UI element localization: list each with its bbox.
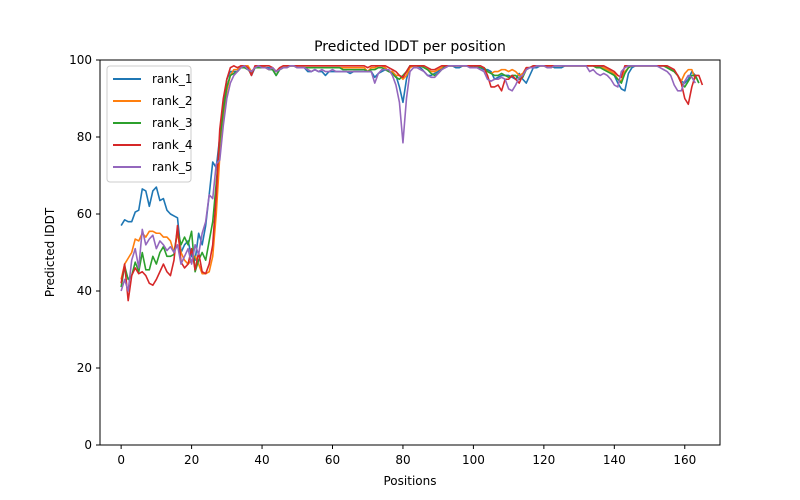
x-tick-label: 60 (325, 453, 340, 467)
legend-box (106, 65, 192, 183)
legend-label-rank_1: rank_1 (152, 72, 192, 86)
y-tick-label: 20 (77, 361, 92, 375)
legend-label-rank_4: rank_4 (152, 138, 192, 152)
y-tick-label: 60 (77, 207, 92, 221)
y-axis-title: Predicted lDDT (43, 207, 57, 297)
series-line-rank_1 (120, 64, 700, 262)
legend-label-rank_5: rank_5 (152, 160, 192, 174)
x-axis-ticks: 0 20 40 60 80 100 120 140 160 (117, 445, 696, 467)
series-line-rank_5 (120, 64, 697, 292)
x-tick-label: 100 (462, 453, 485, 467)
series-layer (120, 64, 704, 302)
chart-title: Predicted lDDT per position (314, 39, 506, 55)
series-line-rank_3 (120, 64, 700, 288)
x-tick-label: 40 (254, 453, 269, 467)
y-tick-label: 40 (77, 284, 92, 298)
x-tick-label: 20 (184, 453, 199, 467)
x-tick-label: 160 (673, 453, 696, 467)
series-line-rank_4 (120, 64, 704, 302)
x-tick-label: 120 (532, 453, 555, 467)
x-axis-title: Positions (384, 474, 437, 488)
x-tick-label: 80 (395, 453, 410, 467)
y-tick-label: 0 (84, 438, 92, 452)
legend-label-rank_2: rank_2 (152, 94, 192, 108)
plot-frame (99, 59, 721, 446)
legend-label-rank_3: rank_3 (152, 116, 192, 130)
y-tick-label: 80 (77, 130, 92, 144)
y-tick-label: 100 (69, 53, 92, 67)
x-tick-label: 0 (117, 453, 125, 467)
y-axis-ticks: 0 20 40 60 80 100 (69, 53, 100, 452)
x-tick-label: 140 (603, 453, 626, 467)
legend: rank_1 rank_2 rank_3 rank_4 rank_5 (106, 65, 192, 183)
